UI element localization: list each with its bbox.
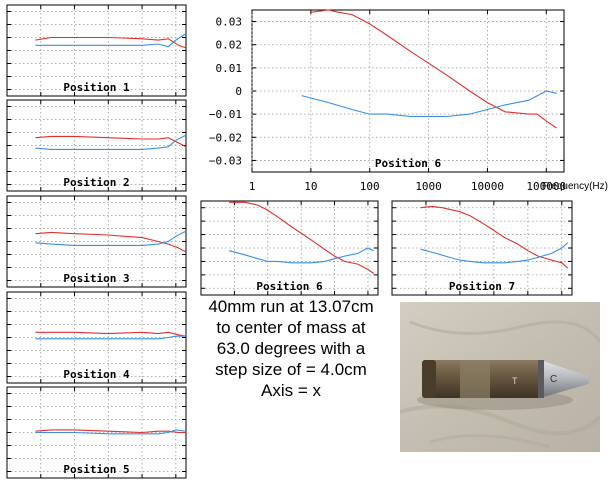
chart-title: Position 5 bbox=[63, 463, 129, 476]
chart-position-6-main: Position 6 0.03 0.02 0.01 0 −0.01 −0.02 −0.03 1 1… bbox=[192, 2, 610, 193]
x-tick-label: 100000 bbox=[526, 180, 566, 193]
chart-svg: Position 6 bbox=[200, 200, 379, 296]
chart-svg: Position 7 bbox=[391, 200, 573, 296]
caption-line-3: 63.0 degrees with a bbox=[216, 339, 366, 358]
series-blue-line bbox=[35, 33, 187, 48]
projectile-shape: C T bbox=[422, 360, 590, 398]
series-red-line bbox=[35, 429, 186, 434]
chart-title: Position 7 bbox=[449, 280, 515, 293]
chart-title: Position 6 bbox=[375, 157, 442, 170]
chart-position-3: Position 3 bbox=[6, 195, 187, 288]
series-red-line bbox=[35, 36, 187, 49]
x-tick-label: 10 bbox=[304, 180, 317, 193]
x-tick-label: 10000 bbox=[471, 180, 504, 193]
series-red-line bbox=[310, 9, 557, 129]
chart-position-1: Position 1 bbox=[6, 4, 187, 97]
x-axis-label: Frequency(Hz) bbox=[542, 181, 608, 192]
caption-line-5: Axis = x bbox=[261, 381, 321, 400]
y-tick-label: −0.02 bbox=[209, 131, 242, 144]
chart-position-6-small: Position 6 bbox=[200, 200, 379, 296]
chart-svg: Position 1 bbox=[6, 4, 187, 97]
y-tick-label: −0.01 bbox=[209, 108, 242, 121]
chart-svg: Position 3 bbox=[6, 195, 187, 288]
chart-title: Position 4 bbox=[63, 368, 130, 381]
series-red-line bbox=[420, 205, 569, 269]
projectile-photo: C T bbox=[399, 302, 602, 452]
series-red-line bbox=[229, 201, 375, 274]
chart-svg: Position 5 bbox=[6, 386, 187, 479]
chart-title: Position 2 bbox=[63, 176, 129, 189]
svg-text:T: T bbox=[512, 376, 518, 386]
series-blue-line bbox=[229, 247, 375, 264]
series-blue-line bbox=[420, 242, 569, 264]
y-tick-label: 0.02 bbox=[216, 39, 243, 52]
svg-text:C: C bbox=[550, 374, 557, 385]
chart-title: Position 3 bbox=[63, 272, 129, 285]
chart-title: Position 1 bbox=[63, 81, 130, 94]
chart-svg: Position 6 0.03 0.02 0.01 0 −0.01 −0.02 −0.03 1 1… bbox=[209, 9, 608, 193]
run-description: 40mm run at 13.07cm to center of mass at… bbox=[192, 296, 390, 401]
chart-position-7: Position 7 bbox=[391, 200, 573, 296]
x-tick-label: 1000 bbox=[415, 180, 442, 193]
plot-frame bbox=[391, 200, 573, 296]
series-blue-line bbox=[301, 90, 557, 118]
y-tick-label: 0.03 bbox=[216, 16, 243, 29]
series-blue-line bbox=[35, 335, 186, 340]
series-blue-line bbox=[35, 429, 187, 435]
caption-line-2: to center of mass at bbox=[216, 318, 366, 337]
y-tick-label: 0 bbox=[235, 85, 242, 98]
y-tick-label: −0.03 bbox=[209, 154, 242, 167]
chart-title: Position 6 bbox=[256, 280, 323, 293]
series-blue-line bbox=[35, 230, 187, 246]
chart-position-4: Position 4 bbox=[6, 291, 187, 384]
caption-line-4: step size of = 4.0cm bbox=[215, 360, 367, 379]
x-tick-label: 100 bbox=[360, 180, 380, 193]
series-red-line bbox=[35, 331, 187, 337]
series-red-line bbox=[35, 231, 187, 253]
series-blue-line bbox=[35, 134, 187, 150]
chart-svg: Position 4 bbox=[6, 291, 187, 384]
y-tick-label: 0.01 bbox=[216, 62, 243, 75]
chart-position-2: Position 2 bbox=[6, 99, 187, 192]
chart-position-5: Position 5 bbox=[6, 386, 187, 479]
x-tick-label: 1 bbox=[249, 180, 256, 193]
chart-svg: Position 2 bbox=[6, 99, 187, 192]
caption-line-1: 40mm run at 13.07cm bbox=[208, 297, 374, 316]
